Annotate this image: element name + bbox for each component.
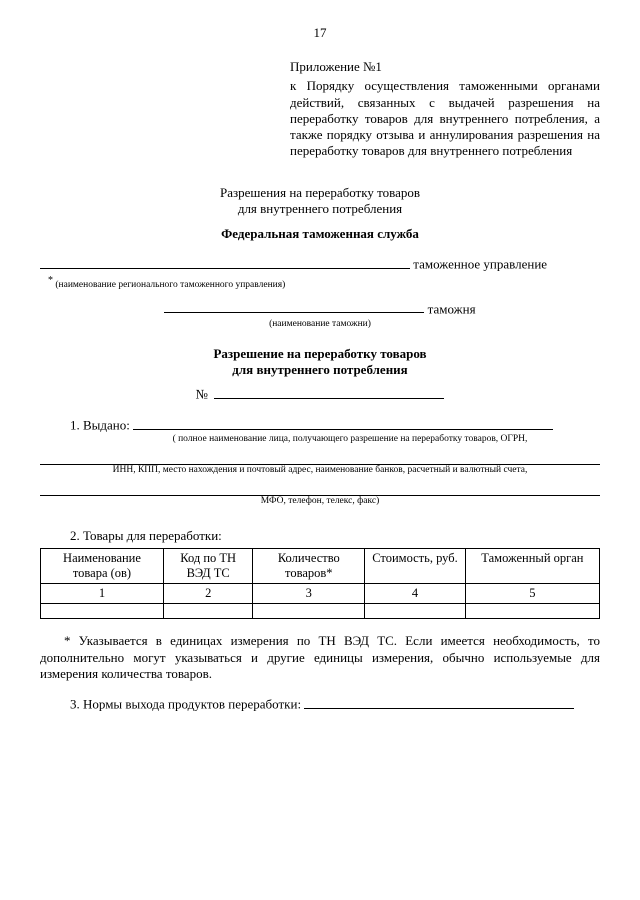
permit-title: Разрешение на переработку товаров для вн… xyxy=(40,346,600,379)
upravlenie-suffix: таможенное управление xyxy=(410,257,547,272)
table-empty-row xyxy=(41,604,600,619)
appendix-heading: Приложение №1 xyxy=(290,59,600,75)
permit-title-line2: для внутреннего потребления xyxy=(40,362,600,378)
blank-line-3 xyxy=(40,483,600,496)
col-cost: Стоимость, руб. xyxy=(365,549,466,584)
page-number: 17 xyxy=(40,25,600,41)
goods-table: Наименование товара (ов) Код по ТН ВЭД Т… xyxy=(40,548,600,619)
colnum-4: 4 xyxy=(365,584,466,604)
blank-line-2 xyxy=(40,452,600,465)
footnote: * Указывается в единицах измерения по ТН… xyxy=(40,633,600,682)
federal-service: Федеральная таможенная служба xyxy=(40,226,600,242)
section3-label: 3. Нормы выхода продуктов переработки: xyxy=(70,697,301,712)
number-label: № xyxy=(196,387,208,402)
appendix-text: к Порядку осуществления таможенными орга… xyxy=(290,78,600,159)
col-qty: Количество товаров* xyxy=(253,549,365,584)
colnum-1: 1 xyxy=(41,584,164,604)
sec3-blank xyxy=(304,696,574,709)
issued-blank xyxy=(133,417,553,430)
section1-label: 1. Выдано: xyxy=(70,418,130,433)
tamozhnya-hint: (наименование таможни) xyxy=(40,319,600,329)
hint3: МФО, телефон, телекс, факс) xyxy=(40,496,600,506)
upravlenie-blank xyxy=(40,256,410,269)
section-3: 3. Нормы выхода продуктов переработки: xyxy=(70,696,600,713)
doc-title-line1: Разрешения на переработку товаров xyxy=(40,185,600,202)
tamozhnya-suffix: таможня xyxy=(424,301,475,316)
section-1: 1. Выдано: xyxy=(70,417,600,434)
doc-title: Разрешения на переработку товаров для вн… xyxy=(40,185,600,219)
hint2: ИНН, КПП, место нахождения и почтовый ад… xyxy=(40,465,600,475)
section-2-label: 2. Товары для переработки: xyxy=(70,528,600,544)
permit-title-line1: Разрешение на переработку товаров xyxy=(40,346,600,362)
tamozhnya-row: таможня xyxy=(40,301,600,318)
doc-title-line2: для внутреннего потребления xyxy=(40,201,600,218)
table-header-row: Наименование товара (ов) Код по ТН ВЭД Т… xyxy=(41,549,600,584)
hint1: ( полное наименование лица, получающего … xyxy=(100,434,600,444)
col-code: Код по ТН ВЭД ТС xyxy=(163,549,252,584)
number-line: № xyxy=(40,386,600,403)
upravlenie-hint: * (наименование регионального таможенног… xyxy=(40,275,600,291)
appendix-block: Приложение №1 к Порядку осуществления та… xyxy=(290,59,600,160)
tamozhnya-blank xyxy=(164,301,424,314)
number-blank xyxy=(214,386,444,399)
table-number-row: 1 2 3 4 5 xyxy=(41,584,600,604)
star-icon: * xyxy=(48,275,53,286)
upravlenie-row: таможенное управление xyxy=(40,256,600,273)
colnum-2: 2 xyxy=(163,584,252,604)
col-name: Наименование товара (ов) xyxy=(41,549,164,584)
colnum-3: 3 xyxy=(253,584,365,604)
col-customs: Таможенный орган xyxy=(465,549,599,584)
colnum-5: 5 xyxy=(465,584,599,604)
